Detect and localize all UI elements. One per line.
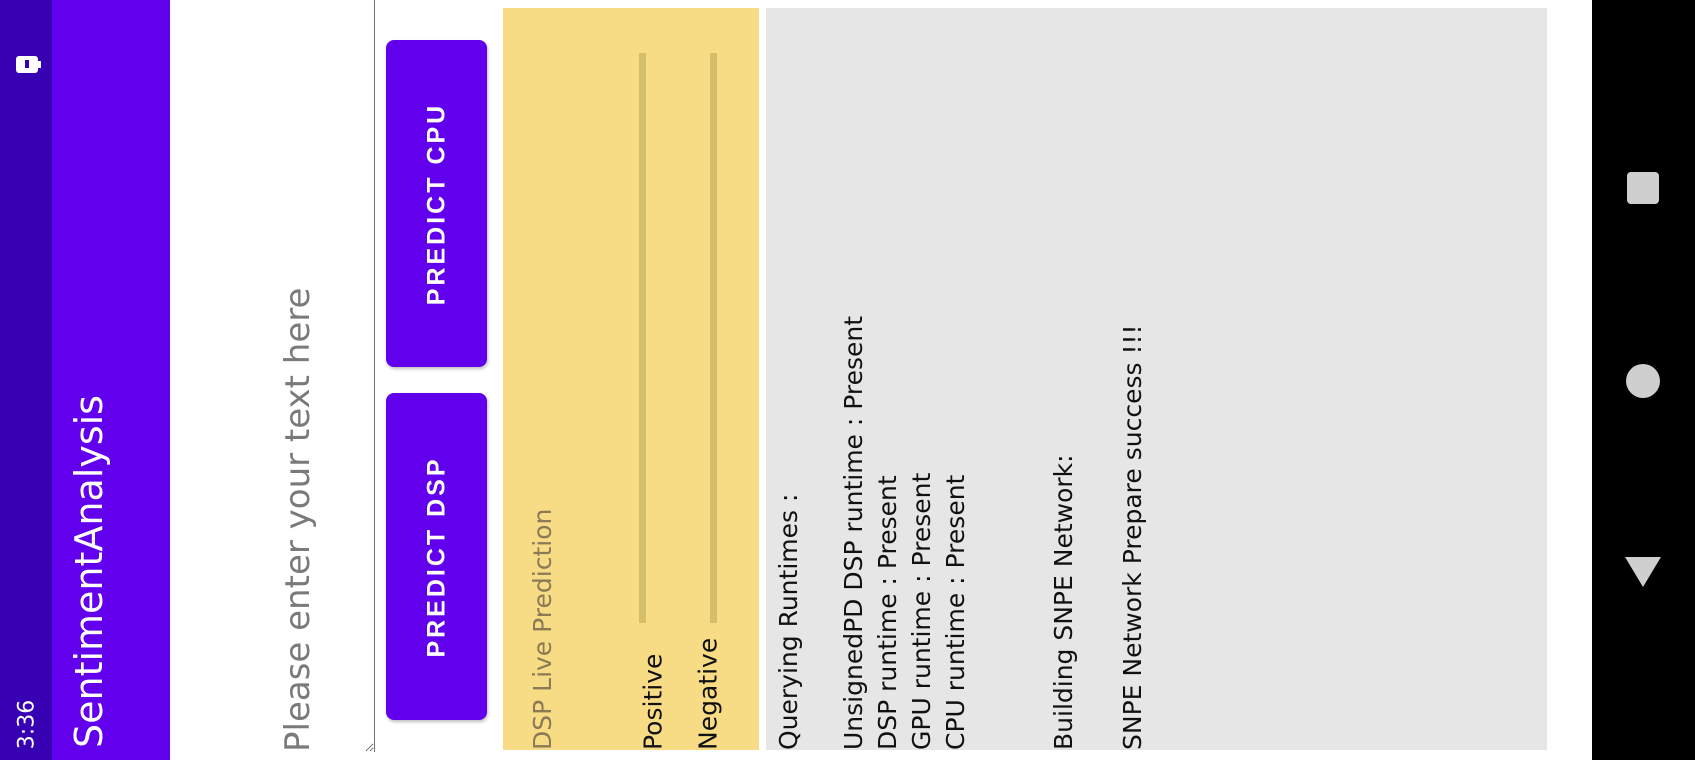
square-icon[interactable] [1627, 172, 1659, 204]
app-bar: SentimentAnalysis [52, 0, 170, 760]
log-line: UnsignedPD DSP runtime : Present [839, 315, 868, 750]
triangle-icon[interactable] [1625, 557, 1661, 587]
predict-cpu-button[interactable]: PREDICT CPU [386, 40, 487, 367]
log-line: Building SNPE Network: [1049, 454, 1078, 750]
predict-dsp-button[interactable]: PREDICT DSP [386, 393, 487, 720]
predict-dsp-label: PREDICT DSP [422, 455, 450, 658]
text-input[interactable] [170, 0, 375, 752]
log-line: Querying Runtimes : [774, 493, 803, 750]
app-title: SentimentAnalysis [67, 395, 111, 748]
prediction-panel: DSP Live Prediction Positive Negative [503, 8, 759, 750]
log-panel: Querying Runtimes : UnsignedPD DSP runti… [766, 8, 1547, 750]
prediction-title: DSP Live Prediction [528, 508, 557, 750]
log-line: SNPE Network Prepare success !!! [1118, 324, 1147, 750]
log-line: GPU runtime : Present [907, 472, 936, 750]
positive-label: Positive [638, 653, 668, 750]
predict-cpu-label: PREDICT CPU [422, 102, 450, 305]
log-line: CPU runtime : Present [941, 474, 970, 750]
negative-label: Negative [693, 637, 723, 750]
circle-icon[interactable] [1626, 364, 1660, 398]
negative-progress-bar [710, 53, 717, 623]
positive-progress-bar [639, 53, 646, 623]
battery-icon [16, 56, 41, 73]
status-bar: 3:36 [0, 0, 52, 760]
log-line: DSP runtime : Present [873, 475, 902, 750]
text-input-placeholder: Please enter your text here [278, 287, 318, 752]
status-time: 3:36 [14, 699, 40, 750]
